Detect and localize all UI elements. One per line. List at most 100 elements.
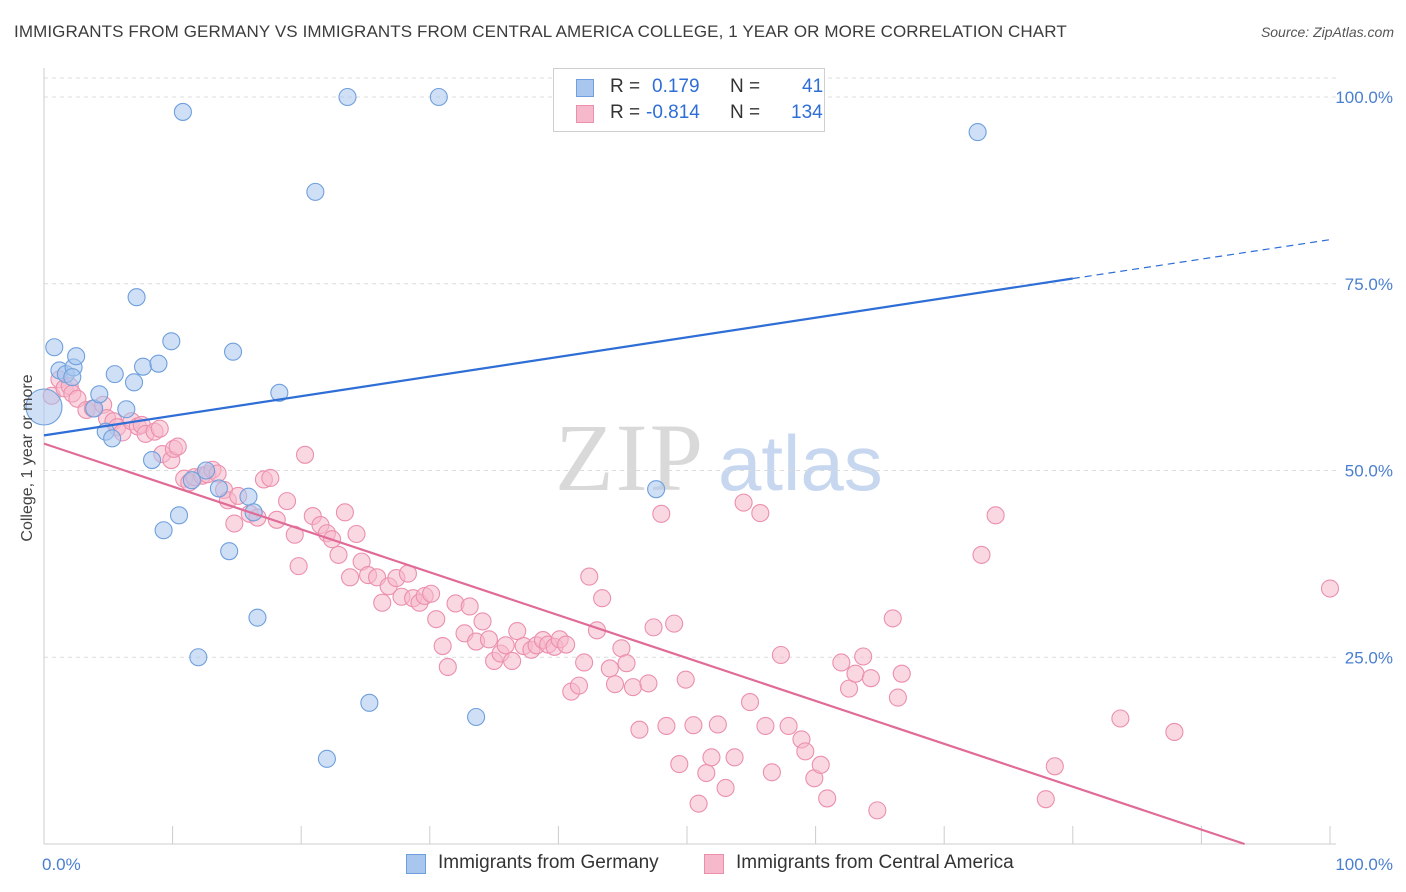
central-america-point xyxy=(756,716,775,736)
central-america-point xyxy=(689,794,708,813)
central-america-point xyxy=(861,669,880,688)
germany-point xyxy=(244,503,263,522)
germany-point xyxy=(467,707,486,727)
central-america-point xyxy=(888,688,907,707)
germany-point xyxy=(162,332,181,351)
trend-lines xyxy=(43,239,1331,846)
germany-point xyxy=(169,506,189,525)
central-america-point xyxy=(1111,709,1130,728)
germany-point xyxy=(306,182,325,201)
watermark-atlas: atlas xyxy=(718,419,883,507)
central-america-point xyxy=(832,653,851,672)
central-america-point xyxy=(670,755,689,774)
germany-point xyxy=(124,373,144,392)
central-america-point xyxy=(684,716,703,735)
germany-point xyxy=(220,542,239,561)
axes xyxy=(43,68,1336,845)
central-america-point xyxy=(496,636,515,655)
central-america-point xyxy=(818,789,837,808)
chart-title: IMMIGRANTS FROM GERMANY VS IMMIGRANTS FR… xyxy=(14,22,1067,41)
central-america-point xyxy=(716,778,735,798)
central-america-point xyxy=(335,503,354,522)
central-america-point xyxy=(1036,790,1055,809)
germany-point xyxy=(45,338,64,357)
central-america-point xyxy=(639,674,658,693)
central-america-point xyxy=(150,419,169,438)
germany-point xyxy=(105,365,124,384)
legend-n-value: 41 xyxy=(802,76,824,97)
germany-swatch xyxy=(576,79,594,97)
germany-point xyxy=(239,487,258,506)
central-america-point xyxy=(734,493,753,512)
central-america-point xyxy=(751,504,770,523)
central-america-point xyxy=(986,506,1005,525)
central-america-point xyxy=(617,654,636,673)
legend-n-value: 134 xyxy=(791,102,823,123)
central-america-point xyxy=(972,545,991,564)
germany-point xyxy=(189,648,208,667)
y-tick-label: 75.0% xyxy=(1345,275,1393,294)
legend-n-label: N = xyxy=(730,102,761,123)
central-america-point xyxy=(347,524,366,544)
legend-r-value: -0.814 xyxy=(646,102,700,123)
central-america-point xyxy=(697,763,716,783)
central-america-point xyxy=(839,679,859,698)
germany-point xyxy=(223,342,243,361)
bottom-legend-germany-label: Immigrants from Germany xyxy=(438,852,659,873)
central-america-point xyxy=(168,437,187,456)
central-america-point xyxy=(341,568,360,587)
germany-point xyxy=(63,368,82,387)
correlation-legend: R = 0.179 N = 41 R = -0.814 N = 134 xyxy=(553,68,825,132)
y-tick-label: 100.0% xyxy=(1335,88,1393,107)
germany-point xyxy=(248,608,267,627)
central-america-point xyxy=(883,609,902,628)
germany-points xyxy=(25,87,987,768)
central-america-point xyxy=(708,715,727,734)
central-america-point xyxy=(508,622,527,641)
germany-point xyxy=(103,429,122,448)
central-america-point xyxy=(438,657,457,677)
central-america-point xyxy=(702,748,721,767)
central-america-point xyxy=(1165,722,1184,742)
y-axis-label: College, 1 year or more xyxy=(19,374,36,541)
central-america-point xyxy=(811,755,830,774)
germany-swatch xyxy=(406,854,426,874)
germany-point xyxy=(127,288,146,307)
germany-point xyxy=(149,354,168,373)
watermark-zip: ZIP xyxy=(555,404,705,511)
germany-point xyxy=(317,749,336,768)
central-america-point xyxy=(740,693,760,712)
germany-point xyxy=(270,383,289,402)
legend-r-label: R = xyxy=(610,76,641,97)
central-america-point xyxy=(460,597,479,616)
germany-point xyxy=(142,450,162,470)
tick-labels: 25.0% 50.0% 75.0% 100.0% 0.0% 100.0% xyxy=(42,88,1393,874)
central-america-point xyxy=(225,514,244,533)
central-america-point xyxy=(796,742,815,761)
germany-point xyxy=(133,357,153,376)
germany-point xyxy=(968,123,987,142)
central-america-point xyxy=(846,664,865,683)
legend-r-value: 0.179 xyxy=(652,76,700,97)
central-america-point xyxy=(278,492,297,511)
central-america-point xyxy=(779,716,798,736)
central-america-swatch xyxy=(704,854,724,874)
gridlines xyxy=(44,77,1336,658)
central-america-point xyxy=(657,716,676,736)
y-tick-label: 50.0% xyxy=(1345,462,1393,481)
central-america-point xyxy=(892,664,911,683)
germany-point xyxy=(117,400,136,419)
central-america-point xyxy=(373,593,392,612)
germany-point xyxy=(67,347,86,366)
central-america-point xyxy=(433,636,452,656)
central-america-point xyxy=(473,612,492,631)
central-america-point xyxy=(1045,757,1064,776)
central-america-point xyxy=(557,635,576,654)
central-america-point xyxy=(422,584,441,603)
central-america-point xyxy=(630,720,649,739)
source-credit: Source: ZipAtlas.com xyxy=(1260,24,1394,40)
germany-point xyxy=(338,87,357,107)
central-america-point xyxy=(503,651,522,671)
central-america-point xyxy=(771,645,790,665)
central-america-point xyxy=(676,670,695,689)
